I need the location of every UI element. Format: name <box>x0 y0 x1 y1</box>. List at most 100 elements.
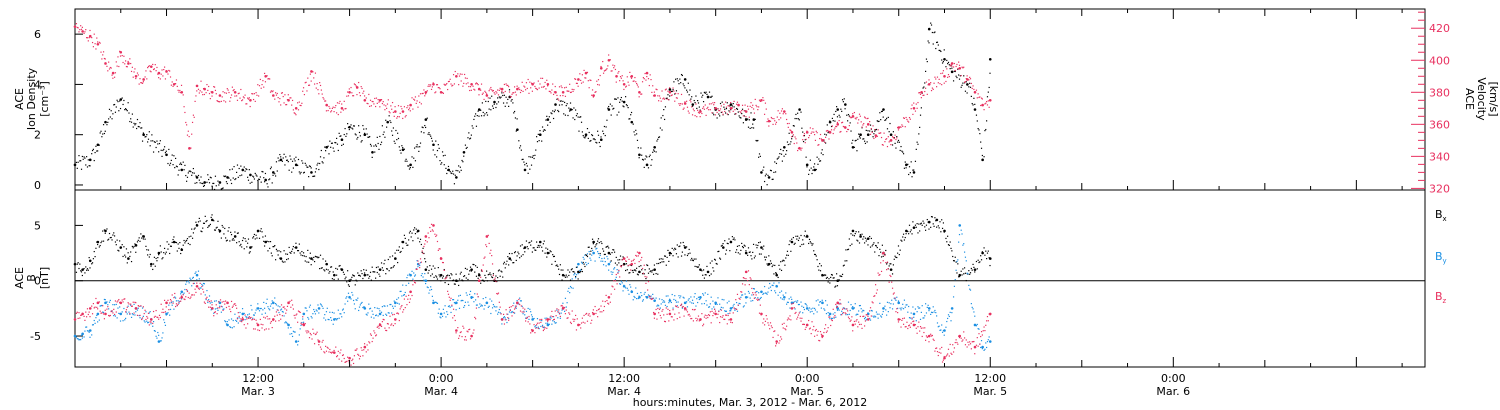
series-Bz-dot <box>78 312 80 314</box>
density-series-dot <box>245 168 247 170</box>
series-Bx-dot <box>227 230 229 232</box>
density-series-dot <box>388 115 390 117</box>
density-series-dot <box>987 91 989 93</box>
series-Bz-dot <box>343 357 345 360</box>
velocity-series-point <box>836 123 840 126</box>
velocity-series-dot <box>892 137 894 139</box>
velocity-series-dot <box>943 82 945 84</box>
density-series-dot <box>80 168 83 170</box>
velocity-series-dot <box>642 77 644 79</box>
density-series-dot <box>149 145 151 147</box>
series-Bx-dot <box>405 242 407 244</box>
series-By-dot <box>825 312 828 315</box>
velocity-series-dot <box>133 71 135 73</box>
velocity-series-dot <box>491 90 494 92</box>
series-Bx-dot <box>675 253 678 255</box>
series-Bx-dot <box>955 261 957 263</box>
velocity-series-point <box>210 90 214 94</box>
series-Bz-dot <box>283 306 285 308</box>
series-Bz-dot <box>333 349 335 352</box>
series-Bx-dot <box>242 237 244 239</box>
series-By-dot <box>393 300 395 302</box>
velocity-series-dot <box>124 63 126 65</box>
velocity-series-dot <box>536 88 538 90</box>
velocity-series-dot <box>920 97 922 99</box>
velocity-series-dot <box>424 95 426 97</box>
density-series-point <box>752 118 756 121</box>
series-Bx-dot <box>356 280 358 282</box>
series-Bx-dot <box>796 238 798 240</box>
density-series-dot <box>506 102 508 104</box>
series-Bx-dot <box>486 280 489 282</box>
series-Bz-dot <box>141 318 143 321</box>
velocity-series-dot <box>149 70 151 72</box>
velocity-series-dot <box>490 86 492 89</box>
series-Bx-dot <box>970 267 972 270</box>
velocity-series-dot <box>519 88 521 91</box>
series-By-dot <box>589 257 591 259</box>
series-Bz-dot <box>570 322 572 325</box>
velocity-series-dot <box>698 112 700 114</box>
series-Bx-dot <box>438 274 440 276</box>
series-By-dot <box>513 312 516 314</box>
series-Bz-point <box>577 323 580 327</box>
series-Bz-dot <box>378 327 380 329</box>
density-series-dot <box>492 107 494 109</box>
series-By-dot <box>811 310 813 313</box>
density-series-dot <box>270 166 272 168</box>
series-Bx-dot <box>446 275 448 277</box>
velocity-series-dot <box>280 92 283 94</box>
series-Bz-dot <box>230 310 232 313</box>
velocity-series-dot <box>942 70 944 72</box>
density-series-dot <box>725 112 727 114</box>
density-series-dot <box>499 97 501 99</box>
density-series-dot <box>836 106 838 108</box>
series-By-dot <box>241 308 244 310</box>
series-Bx-point <box>401 240 405 244</box>
series-Bx-dot <box>463 275 465 278</box>
series-Bz-dot <box>93 307 95 309</box>
velocity-series-dot <box>687 110 689 112</box>
series-By-point <box>592 251 595 255</box>
density-series-dot <box>330 142 333 144</box>
density-series-point <box>371 150 374 154</box>
velocity-series-dot <box>893 137 895 140</box>
density-series-dot <box>285 156 287 158</box>
density-series-dot <box>532 155 534 157</box>
density-series-dot <box>195 175 197 177</box>
velocity-series-dot <box>552 83 554 85</box>
density-series-point <box>668 88 672 91</box>
series-Bz-dot <box>234 303 236 305</box>
velocity-series-dot <box>620 77 622 79</box>
series-Bz-dot <box>160 303 162 305</box>
density-series-dot <box>110 110 112 112</box>
density-series-dot <box>719 115 721 117</box>
series-Bz-dot <box>402 311 404 313</box>
series-Bx-dot <box>430 275 432 277</box>
series-Bz-dot <box>274 315 276 317</box>
series-By-dot <box>787 301 789 304</box>
series-By-dot <box>980 340 983 342</box>
velocity-series-dot <box>289 97 291 99</box>
series-Bx-dot <box>760 253 762 255</box>
velocity-series-dot <box>820 138 822 140</box>
density-series-dot <box>334 141 336 144</box>
series-By-dot <box>441 315 444 317</box>
density-series-dot <box>476 114 478 117</box>
velocity-series-dot <box>327 109 329 112</box>
series-Bz-dot <box>210 300 212 302</box>
series-Bz-dot <box>307 330 309 332</box>
series-By-dot <box>373 317 375 319</box>
series-By-dot <box>895 299 897 301</box>
series-By-dot <box>785 292 787 294</box>
series-Bx-dot <box>836 273 838 275</box>
series-By-dot <box>507 313 509 315</box>
series-By-dot <box>163 321 166 324</box>
density-series-dot <box>720 111 722 114</box>
velocity-series-dot <box>925 81 928 83</box>
density-series-dot <box>94 151 96 154</box>
series-By-dot <box>858 305 861 307</box>
series-Bx-dot <box>263 245 266 247</box>
series-By-dot <box>414 274 417 276</box>
